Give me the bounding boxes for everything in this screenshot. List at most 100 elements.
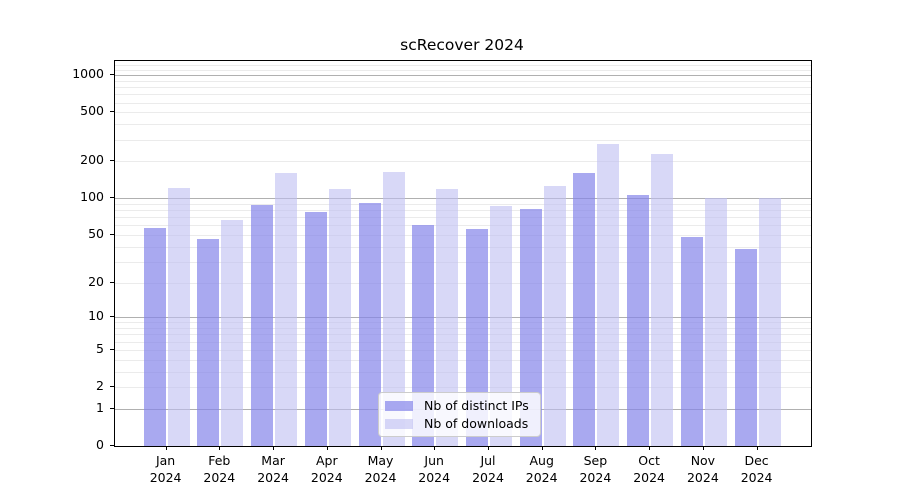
x-tick-sep-2024 (595, 446, 597, 450)
gridline-800 (115, 87, 811, 88)
bar-nb-of-distinct-ips-aug-2024 (519, 208, 542, 446)
bar-nb-of-distinct-ips-nov-2024 (680, 237, 703, 446)
gridline-300 (115, 139, 811, 141)
gridline-7 (115, 334, 811, 336)
bar-nb-of-distinct-ips-dec-2024 (734, 249, 757, 446)
x-tick-label-jun-2024: Jun 2024 (418, 453, 451, 485)
gridline-3 (115, 371, 811, 373)
bar-nb-of-distinct-ips-sep-2024 (573, 172, 596, 446)
y-tick-label-200: 200 (80, 152, 104, 168)
bar-nb-of-distinct-ips-oct-2024 (627, 195, 650, 446)
x-tick-label-apr-2024: Apr 2024 (310, 453, 343, 485)
gridline-8 (115, 328, 811, 329)
bar-nb-of-distinct-ips-jun-2024 (412, 225, 435, 446)
legend-label-distinct-ips: Nb of distinct IPs (424, 398, 529, 413)
y-tick-label-100: 100 (80, 189, 104, 205)
bar-nb-of-downloads-oct-2024 (651, 153, 674, 446)
x-tick-oct-2024 (649, 446, 651, 450)
x-tick-jan-2024 (165, 446, 167, 450)
x-tick-label-sep-2024: Sep 2024 (579, 453, 612, 485)
legend-swatch-distinct-ips-icon (385, 400, 413, 411)
legend-item-downloads: Nb of downloads (385, 416, 532, 431)
bar-nb-of-distinct-ips-may-2024 (358, 202, 381, 446)
y-tick-5 (110, 348, 114, 350)
y-tick-10 (110, 316, 114, 318)
bar-nb-of-downloads-jun-2024 (436, 189, 459, 446)
gridline-1000 (115, 75, 811, 77)
y-tick-500 (110, 111, 114, 113)
gridline-200 (115, 161, 811, 163)
x-tick-label-oct-2024: Oct 2024 (633, 453, 665, 485)
y-tick-label-10: 10 (88, 308, 104, 324)
plot-area: Nb of distinct IPs Nb of downloads (114, 60, 812, 447)
y-tick-2 (110, 386, 114, 387)
y-tick-label-0: 0 (96, 437, 104, 452)
legend: Nb of distinct IPs Nb of downloads (378, 392, 541, 437)
bar-nb-of-downloads-may-2024 (382, 171, 405, 446)
legend-swatch-downloads-icon (385, 418, 413, 429)
x-tick-jun-2024 (434, 446, 436, 450)
bar-nb-of-downloads-aug-2024 (543, 186, 566, 446)
x-tick-label-dec-2024: Dec 2024 (740, 453, 773, 485)
gridline-80 (115, 210, 811, 212)
bar-nb-of-downloads-apr-2024 (328, 189, 351, 446)
gridline-60 (115, 225, 811, 227)
gridline-900 (115, 80, 811, 82)
y-tick-label-500: 500 (80, 103, 104, 119)
gridline-20 (115, 282, 811, 284)
bar-nb-of-downloads-jul-2024 (490, 206, 512, 446)
bar-nb-of-distinct-ips-jul-2024 (466, 228, 488, 446)
x-tick-label-nov-2024: Nov 2024 (686, 453, 719, 485)
bar-nb-of-downloads-dec-2024 (758, 198, 781, 446)
x-tick-label-aug-2024: Aug 2024 (525, 453, 558, 485)
gridline-6 (115, 341, 811, 343)
chart-title: scRecover 2024 (400, 36, 524, 54)
bar-nb-of-downloads-mar-2024 (275, 172, 298, 446)
y-tick-label-1: 1 (96, 399, 104, 415)
y-tick-1000 (110, 74, 114, 76)
gridline-1200 (115, 65, 811, 67)
gridline-90 (115, 203, 811, 205)
y-tick-label-20: 20 (88, 273, 104, 289)
y-tick-1 (110, 407, 114, 409)
x-tick-jul-2024 (488, 446, 489, 450)
y-tick-0 (110, 445, 114, 446)
gridline-5 (115, 349, 811, 351)
gridline-9 (115, 322, 811, 324)
bar-nb-of-downloads-feb-2024 (221, 220, 244, 446)
x-tick-feb-2024 (219, 446, 221, 450)
gridline-70 (115, 217, 811, 219)
bar-nb-of-downloads-sep-2024 (597, 143, 620, 446)
bar-nb-of-downloads-jan-2024 (167, 187, 190, 446)
gridline-700 (115, 94, 811, 96)
y-tick-50 (110, 233, 114, 235)
gridline-10 (115, 317, 811, 319)
legend-label-downloads: Nb of downloads (424, 416, 529, 431)
x-tick-label-jul-2024: Jul 2024 (472, 453, 504, 485)
legend-item-distinct-ips: Nb of distinct IPs (385, 398, 532, 413)
gridline-4 (115, 359, 811, 361)
y-tick-200 (110, 160, 114, 162)
gridline-30 (115, 261, 811, 263)
gridline-400 (115, 124, 811, 126)
y-tick-label-50: 50 (88, 225, 104, 241)
gridline-50 (115, 234, 811, 236)
bar-nb-of-distinct-ips-apr-2024 (304, 212, 327, 446)
x-tick-label-feb-2024: Feb 2024 (203, 453, 236, 485)
bar-nb-of-distinct-ips-jan-2024 (143, 228, 166, 446)
x-tick-dec-2024 (756, 446, 758, 450)
x-tick-aug-2024 (541, 446, 543, 450)
y-tick-20 (110, 281, 114, 283)
gridline-2 (115, 387, 811, 388)
y-tick-label-5: 5 (96, 340, 104, 356)
x-tick-label-may-2024: May 2024 (364, 453, 397, 485)
x-tick-nov-2024 (702, 446, 704, 450)
gridline-40 (115, 246, 811, 248)
x-tick-mar-2024 (273, 446, 275, 450)
y-tick-label-1000: 1000 (72, 66, 104, 82)
y-tick-label-2: 2 (96, 378, 104, 393)
bar-nb-of-downloads-nov-2024 (704, 197, 727, 446)
gridline-500 (115, 112, 811, 114)
gridline-1100 (115, 70, 811, 71)
